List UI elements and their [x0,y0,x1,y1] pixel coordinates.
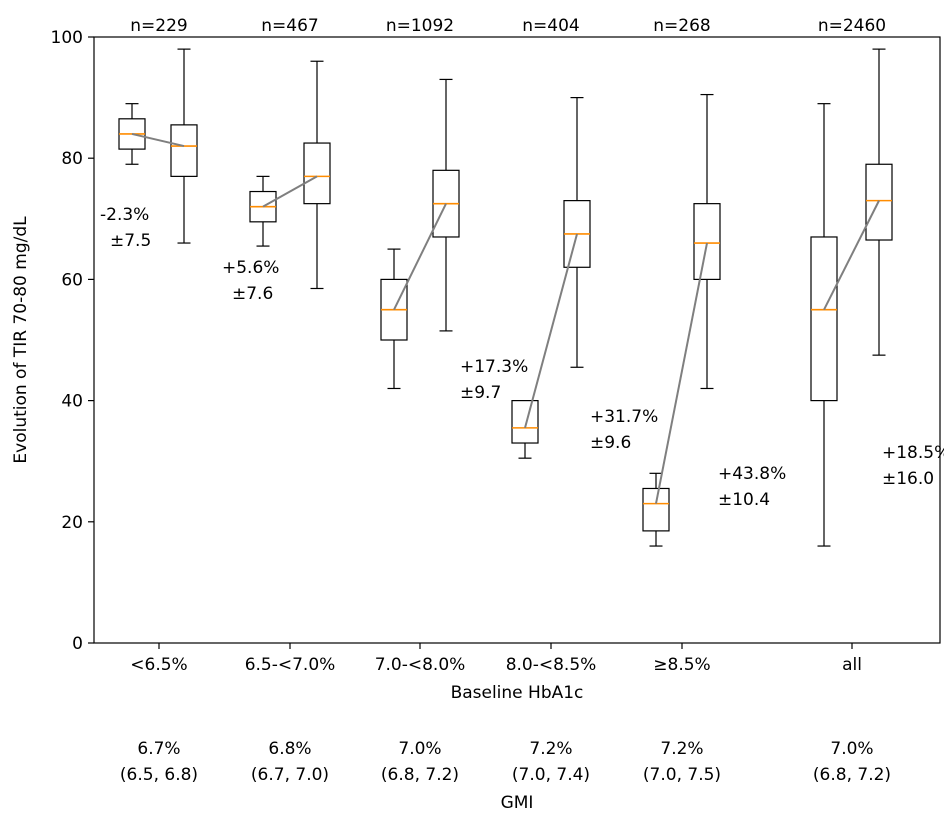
baseline-box [249,175,277,247]
group-count-label: n=467 [261,16,318,36]
box-groups: n=229 <6.5% -2.3% ±7.5 6.7% (6.5, 6.8) n=467 6.… [100,16,944,785]
baseline-box [118,103,146,165]
median-connector [262,175,318,208]
y-axis-ticks: 0 20 40 60 80 100 [51,28,94,654]
gmi-ci: (7.0, 7.4) [512,765,590,785]
change-label: +31.7% [590,407,658,427]
y-tick-label: 40 [61,392,83,412]
y-tick-label: 80 [61,149,83,169]
baseline-box [810,103,838,547]
gmi-value: 6.8% [268,739,311,759]
baseline-box [642,472,670,547]
baseline-box [511,400,539,459]
x-tick-label: ≥8.5% [653,655,710,675]
change-label: +5.6% [222,258,279,278]
y-tick-label: 0 [72,634,83,654]
group-count-label: n=229 [130,16,187,36]
plot-area-frame [93,36,941,644]
followup-box [432,78,460,332]
x-tick-label: 7.0-<8.0% [375,655,466,675]
followup-box [303,60,331,290]
x-tick-label: 8.0-<8.5% [506,655,597,675]
change-label: +43.8% [718,464,786,484]
change-label: +17.3% [460,357,528,377]
group-1: n=467 6.5-<7.0% +5.6% ±7.6 6.8% (6.7, 7.0) [222,16,335,785]
followup-box [170,48,198,244]
sd-label: ±7.6 [232,284,273,304]
gmi-value: 7.0% [830,739,873,759]
gmi-value: 6.7% [137,739,180,759]
iqr-box [303,142,331,205]
gmi-ci: (7.0, 7.5) [643,765,721,785]
group-count-label: n=404 [522,16,579,36]
median-connector [524,233,578,429]
group-count-label: n=268 [653,16,710,36]
gmi-value: 7.2% [529,739,572,759]
followup-box [563,96,591,368]
x-axis-label: Baseline HbA1c [451,683,584,703]
sd-label: ±7.5 [110,231,151,251]
gmi-value: 7.2% [660,739,703,759]
x-tick-label: 6.5-<7.0% [245,655,336,675]
iqr-box [511,400,539,444]
gmi-ci: (6.8, 7.2) [381,765,459,785]
gmi-value: 7.0% [398,739,441,759]
median-connector [655,242,708,504]
iqr-box [170,124,198,177]
group-3: n=404 8.0-<8.5% +31.7% ±9.6 7.2% (7.0, 7.4) [506,16,659,785]
group-4: n=268 ≥8.5% +43.8% ±10.4 7.2% (7.0, 7.5) [642,16,786,785]
iqr-box [693,203,721,280]
y-tick-label: 20 [61,513,83,533]
median-connector [131,132,185,148]
gmi-ci: (6.8, 7.2) [813,765,891,785]
followup-box [693,93,721,390]
group-count-label: n=1092 [386,16,454,36]
y-tick-label: 60 [61,270,83,290]
sd-label: ±10.4 [718,490,770,510]
y-tick-label: 100 [51,28,83,48]
sd-label: ±9.7 [460,383,501,403]
group-5: n=2460 all +18.5% ±16.0 7.0% (6.8, 7.2) [810,16,944,785]
iqr-box [810,236,838,402]
gmi-ci: (6.7, 7.0) [251,765,329,785]
group-count-label: n=2460 [818,16,886,36]
group-2: n=1092 7.0-<8.0% +17.3% ±9.7 7.0% (6.8, 7.2) [375,16,529,785]
sd-label: ±16.0 [882,469,934,489]
baseline-box [380,248,408,390]
median-connector [393,203,447,311]
change-label: +18.5% [882,443,944,463]
change-label: -2.3% [100,205,149,225]
gmi-label: GMI [501,793,534,813]
iqr-box [642,487,670,532]
sd-label: ±9.6 [590,433,631,453]
x-tick-label: all [842,655,862,675]
group-0: n=229 <6.5% -2.3% ±7.5 6.7% (6.5, 6.8) [100,16,198,785]
median-connector [823,200,880,311]
x-tick-label: <6.5% [130,655,187,675]
gmi-ci: (6.5, 6.8) [120,765,198,785]
y-axis-label: Evolution of TIR 70-80 mg/dL [11,216,31,464]
